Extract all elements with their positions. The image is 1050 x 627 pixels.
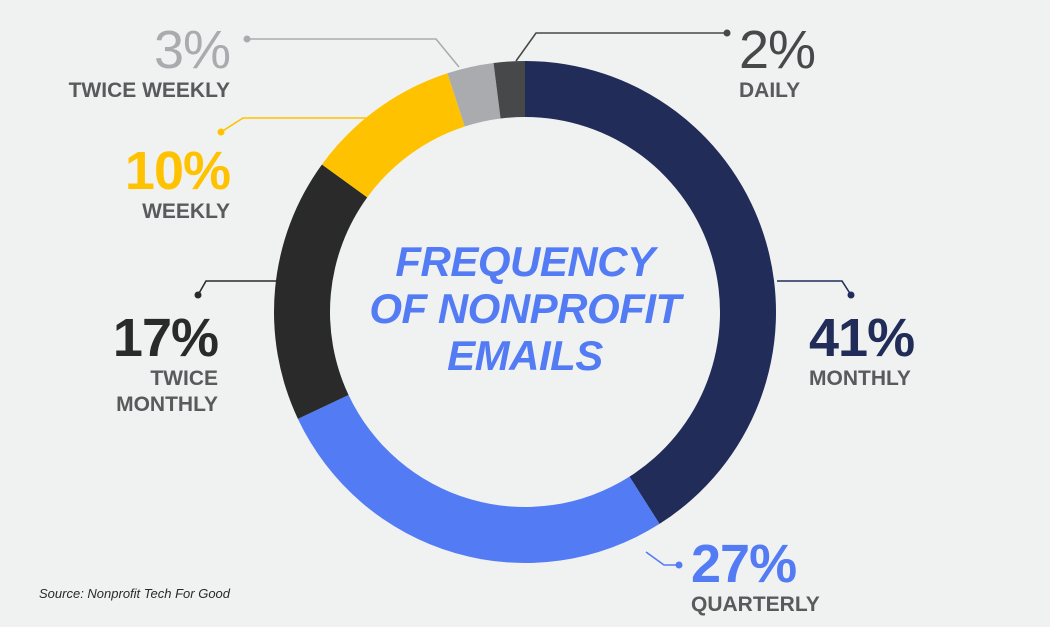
pct-monthly: 41% [809, 308, 915, 368]
label-monthly: 41% MONTHLY [809, 308, 915, 392]
leader-dot-weekly [217, 128, 225, 136]
label-twice-monthly: 17% TWICE MONTHLY [112, 308, 219, 418]
label-weekly: 10% WEEKLY [124, 141, 231, 225]
leader-line-weekly [220, 117, 366, 133]
name-twice-weekly: TWICE WEEKLY [68, 79, 230, 102]
segment-daily [493, 61, 525, 119]
segment-twice-weekly [447, 62, 501, 127]
segment-twice-monthly [273, 164, 368, 419]
source-note: Source: Nonprofit Tech For Good [39, 586, 231, 601]
pct-twice-monthly: 17% [112, 308, 219, 368]
leader-line-quarterly [645, 551, 679, 566]
name-twice-monthly-line-1: TWICE [150, 367, 218, 390]
segment-monthly [525, 61, 777, 524]
leader-line-twice-monthly [197, 280, 276, 296]
leader-dot-twice-monthly [194, 291, 202, 299]
chart-title: FREQUENCY OF NONPROFIT EMAILS [355, 238, 695, 379]
name-monthly: MONTHLY [809, 367, 911, 390]
leader-dot-twice-weekly [243, 35, 251, 43]
leader-line-twice-weekly [247, 38, 460, 68]
chart-title-line-1: FREQUENCY [395, 238, 655, 285]
chart-title-line-3: EMAILS [447, 332, 603, 379]
leader-dot-monthly [847, 291, 855, 299]
segment-quarterly [297, 395, 660, 564]
name-weekly: WEEKLY [142, 200, 230, 223]
pct-daily: 2% [739, 20, 816, 80]
leader-line-daily [515, 32, 727, 62]
name-quarterly: QUARTERLY [691, 593, 820, 616]
donut-segments [273, 61, 777, 564]
label-quarterly: 27% QUARTERLY [691, 536, 820, 618]
label-daily: 2% DAILY [739, 20, 816, 104]
leader-dot-quarterly [675, 561, 683, 569]
label-twice-weekly: 3% TWICE WEEKLY [68, 20, 231, 104]
segment-weekly [321, 73, 465, 198]
pct-weekly: 10% [124, 141, 231, 201]
pct-twice-weekly: 3% [153, 20, 231, 80]
leader-dot-daily [723, 29, 731, 37]
leader-line-monthly [777, 280, 852, 296]
chart-title-line-2: OF NONPROFIT [369, 285, 681, 332]
name-twice-monthly-line-2: MONTHLY [116, 393, 218, 416]
pct-quarterly: 27% [691, 534, 797, 594]
leader-lines [194, 29, 855, 569]
name-daily: DAILY [739, 79, 801, 102]
